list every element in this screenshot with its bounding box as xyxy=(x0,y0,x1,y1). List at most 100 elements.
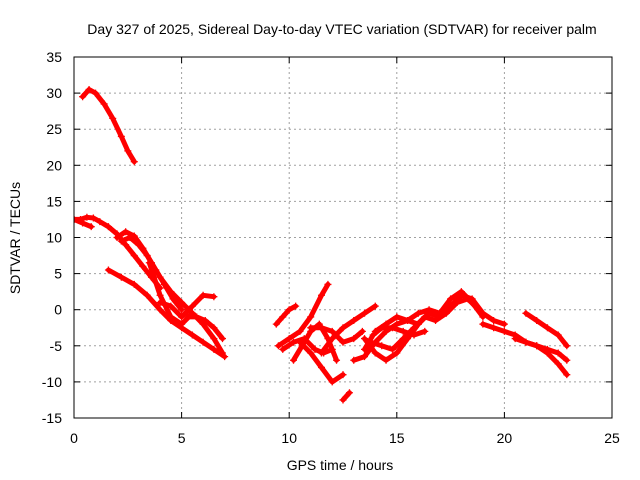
data-point xyxy=(135,241,143,249)
data-point xyxy=(447,295,455,303)
x-tick-label: 25 xyxy=(604,430,620,446)
data-point xyxy=(339,396,347,404)
data-point xyxy=(421,313,429,321)
data-point xyxy=(361,335,369,343)
data-point xyxy=(193,313,201,321)
y-tick-label: 15 xyxy=(46,193,62,209)
data-point xyxy=(178,313,186,321)
series-track xyxy=(275,281,331,349)
data-point xyxy=(554,360,562,368)
data-point xyxy=(139,262,147,270)
y-tick-label: 35 xyxy=(46,49,62,65)
data-point xyxy=(74,215,78,223)
data-point xyxy=(317,349,325,357)
data-point xyxy=(317,291,325,299)
data-point xyxy=(130,280,138,288)
data-point xyxy=(328,327,336,335)
data-point xyxy=(563,356,571,364)
data-point xyxy=(404,317,412,325)
data-point xyxy=(210,324,218,332)
data-point xyxy=(393,313,401,321)
y-tick-label: -10 xyxy=(42,374,62,390)
data-point xyxy=(201,317,209,325)
data-point xyxy=(500,327,508,335)
data-point xyxy=(328,335,336,343)
data-point xyxy=(317,324,325,332)
data-point xyxy=(339,371,347,379)
data-point xyxy=(156,291,164,299)
data-point xyxy=(79,219,87,227)
data-point xyxy=(382,327,390,335)
data-point xyxy=(272,320,280,328)
data-point xyxy=(156,306,164,314)
data-point xyxy=(500,320,508,328)
data-point xyxy=(96,218,104,226)
y-tick-label: -15 xyxy=(42,410,62,426)
chart-title: Day 327 of 2025, Sidereal Day-to-day VTE… xyxy=(87,21,596,37)
data-point xyxy=(221,353,229,361)
data-point xyxy=(285,306,293,314)
data-point xyxy=(160,280,168,288)
data-point xyxy=(533,317,541,325)
data-point xyxy=(339,338,347,346)
data-point xyxy=(522,309,530,317)
data-point xyxy=(554,331,562,339)
data-point xyxy=(117,273,125,281)
data-point xyxy=(414,309,422,317)
data-point xyxy=(274,342,282,350)
data-point xyxy=(350,356,358,364)
data-point xyxy=(87,223,95,231)
x-tick-label: 10 xyxy=(281,430,297,446)
data-point xyxy=(83,213,91,221)
y-axis-title: SDTVAR / TECUs xyxy=(7,182,23,294)
data-point xyxy=(307,313,315,321)
data-point xyxy=(399,327,407,335)
data-point xyxy=(169,295,177,303)
data-point xyxy=(143,252,151,260)
data-point xyxy=(167,313,175,321)
data-point xyxy=(393,349,401,357)
data-point xyxy=(410,324,418,332)
data-point xyxy=(533,342,541,350)
data-point xyxy=(490,317,498,325)
data-point xyxy=(361,353,369,361)
x-tick-label: 5 xyxy=(178,430,186,446)
data-point xyxy=(184,313,192,321)
data-point xyxy=(218,349,226,357)
data-point xyxy=(453,298,461,306)
series-track-6 xyxy=(104,266,229,361)
data-point xyxy=(543,324,551,332)
data-point xyxy=(543,349,551,357)
data-point xyxy=(307,349,315,357)
data-point xyxy=(511,335,519,343)
data-point xyxy=(117,237,125,245)
series-track-16 xyxy=(317,302,379,357)
data-point xyxy=(425,306,433,314)
series-track-8 xyxy=(156,291,218,321)
data-point xyxy=(382,320,390,328)
y-tick-label: 0 xyxy=(54,302,62,318)
data-point xyxy=(178,298,186,306)
series-track-22 xyxy=(367,295,483,353)
x-tick-label: 20 xyxy=(497,430,513,446)
series-track xyxy=(319,303,378,356)
data-area xyxy=(74,85,571,404)
data-point xyxy=(371,327,379,335)
data-point xyxy=(145,259,153,267)
data-point xyxy=(367,338,375,346)
y-tick-label: 5 xyxy=(54,266,62,282)
series-track-14 xyxy=(296,338,347,386)
data-point xyxy=(442,309,450,317)
y-tick-label: -5 xyxy=(50,338,63,354)
data-point xyxy=(522,338,530,346)
data-point xyxy=(296,327,304,335)
data-point xyxy=(126,234,134,241)
tick-labels: 0 5 10 15 20 25 -15 -10 -5 0 5 10 15 20 25 30 35 xyxy=(42,49,620,446)
data-point xyxy=(210,345,218,353)
y-tick-label: 10 xyxy=(46,230,62,246)
data-point xyxy=(328,378,336,386)
series-track-25 xyxy=(522,309,571,350)
data-point xyxy=(218,335,226,343)
series-track-9 xyxy=(184,313,226,343)
